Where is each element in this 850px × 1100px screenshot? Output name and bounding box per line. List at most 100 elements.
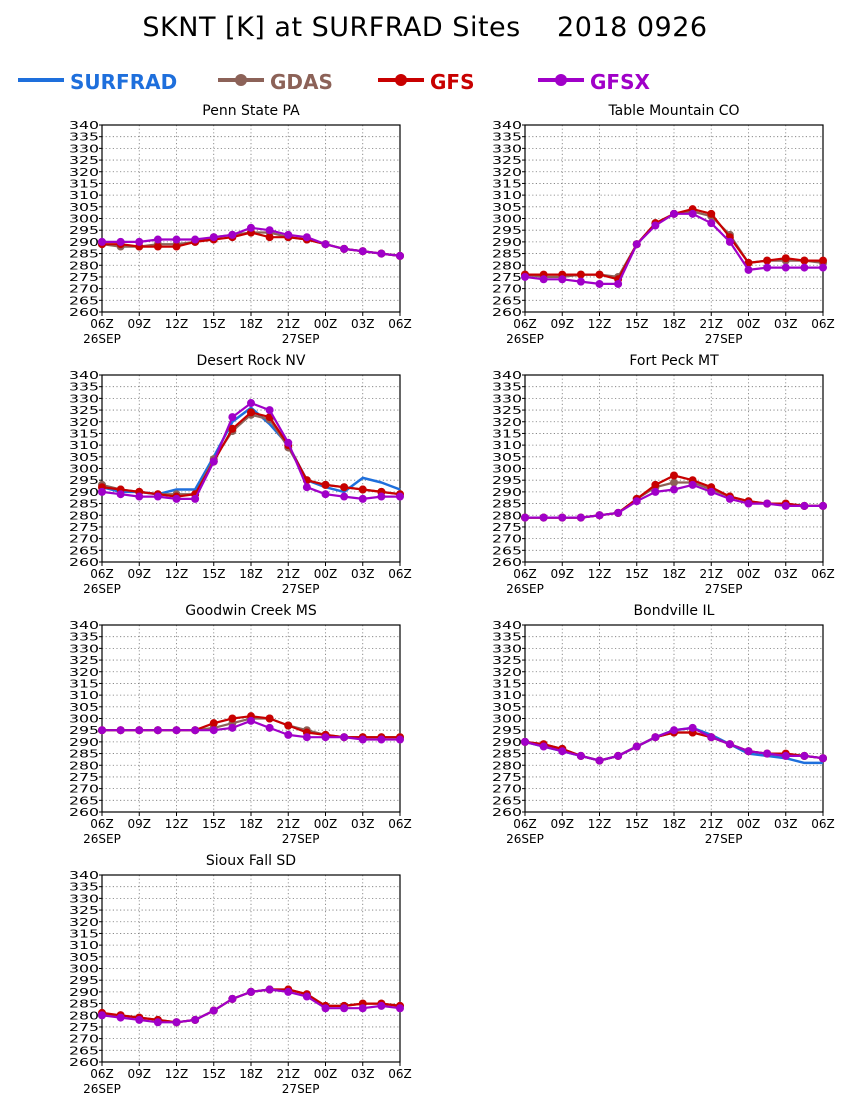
y-tick-label: 290 — [69, 736, 99, 749]
data-point-gfsx — [191, 235, 200, 244]
x-tick-label: 00Z — [314, 567, 338, 581]
data-point-gfsx — [521, 737, 529, 746]
panel-penn-state-pa: Penn State PA 260265270275280285290295300… — [69, 103, 412, 346]
data-point-gfsx — [800, 501, 809, 510]
data-point-gfsx — [265, 723, 274, 732]
y-tick-label: 310 — [492, 689, 522, 702]
data-point-gfsx — [340, 1004, 349, 1013]
date-label: 26SEP — [506, 332, 544, 346]
date-label: 27SEP — [282, 582, 320, 596]
y-tick-label: 325 — [69, 404, 99, 417]
y-tick-label: 330 — [492, 642, 522, 655]
data-point-gfs — [209, 719, 218, 728]
y-tick-label: 260 — [69, 306, 99, 319]
data-point-gfsx — [800, 751, 809, 760]
y-tick-label: 285 — [69, 248, 99, 261]
data-point-gfs — [707, 209, 716, 218]
data-point-gfsx — [340, 244, 349, 253]
y-tick-label: 275 — [492, 521, 522, 534]
y-tick-label: 315 — [69, 677, 99, 690]
data-point-gfsx — [377, 1001, 386, 1010]
x-tick-label: 03Z — [774, 317, 798, 331]
y-tick-label: 340 — [69, 869, 99, 882]
data-point-gfsx — [321, 490, 330, 499]
data-point-gfsx — [228, 413, 237, 422]
y-tick-label: 265 — [492, 544, 522, 557]
data-point-gfsx — [396, 492, 404, 501]
data-point-gfsx — [135, 492, 144, 501]
data-point-gfsx — [819, 263, 827, 272]
panel-title: Bondville IL — [634, 603, 715, 619]
legend-item-gdas: GDAS — [218, 70, 333, 94]
y-tick-label: 340 — [69, 619, 99, 632]
y-tick-label: 275 — [69, 1021, 99, 1034]
y-tick-label: 310 — [69, 439, 99, 452]
series-gfsx — [521, 209, 827, 288]
x-tick-label: 18Z — [239, 817, 263, 831]
data-point-gfsx — [707, 219, 716, 228]
x-tick-label: 00Z — [314, 317, 338, 331]
data-point-gfsx — [191, 1015, 200, 1024]
panel-table-mountain-co: Table Mountain CO 26026527027528028529029… — [492, 103, 835, 346]
y-tick-label: 335 — [69, 631, 99, 644]
chart-legend: SURFRAD GDAS GFS GFSX — [18, 70, 650, 94]
x-tick-label: 21Z — [277, 567, 301, 581]
y-tick-label: 330 — [492, 142, 522, 155]
y-tick-label: 325 — [69, 904, 99, 917]
legend-label: GFSX — [590, 70, 650, 94]
legend-item-gfs: GFS — [378, 70, 474, 94]
y-tick-label: 305 — [69, 701, 99, 714]
data-point-gfsx — [172, 726, 181, 735]
y-tick-label: 265 — [69, 544, 99, 557]
x-tick-label: 09Z — [551, 817, 575, 831]
panel-sioux-fall-sd: Sioux Fall SD 260265270275280285290295300… — [69, 853, 412, 1096]
data-point-gfsx — [116, 1013, 125, 1022]
y-tick-label: 310 — [69, 189, 99, 202]
date-label: 27SEP — [282, 832, 320, 846]
data-point-gfsx — [576, 751, 585, 760]
x-tick-label: 12Z — [165, 567, 189, 581]
data-point-gfsx — [651, 487, 660, 496]
data-point-gfsx — [377, 492, 386, 501]
y-tick-label: 295 — [69, 724, 99, 737]
y-tick-label: 285 — [492, 748, 522, 761]
data-point-gfs — [265, 233, 274, 242]
panel-title: Fort Peck MT — [629, 353, 719, 369]
data-point-gfsx — [284, 730, 293, 739]
x-tick-label: 15Z — [202, 817, 226, 831]
x-tick-label: 03Z — [351, 1067, 375, 1081]
data-point-gfsx — [670, 726, 678, 735]
x-tick-label: 06Z — [811, 317, 835, 331]
data-point-gfs — [576, 270, 585, 279]
x-tick-label: 00Z — [737, 817, 761, 831]
y-tick-label: 300 — [69, 463, 99, 476]
y-tick-label: 270 — [492, 533, 522, 546]
data-point-gfsx — [670, 209, 678, 218]
data-point-gfsx — [725, 740, 734, 749]
y-tick-label: 340 — [492, 369, 522, 382]
y-tick-label: 305 — [69, 201, 99, 214]
date-label: 27SEP — [282, 332, 320, 346]
data-point-gfsx — [228, 230, 237, 239]
panel-bondville-il: Bondville IL2602652702752802852902953003… — [492, 603, 835, 846]
y-tick-label: 295 — [69, 474, 99, 487]
series-gfs — [521, 471, 827, 522]
data-point-gfs — [800, 256, 809, 265]
data-point-gfsx — [576, 277, 585, 286]
data-point-gfsx — [172, 1018, 181, 1027]
data-point-gfsx — [358, 1004, 367, 1013]
data-point-gfsx — [358, 247, 367, 256]
y-tick-label: 320 — [69, 916, 99, 929]
data-point-gdas — [670, 478, 678, 487]
x-tick-label: 18Z — [662, 317, 686, 331]
y-tick-label: 305 — [492, 201, 522, 214]
legend-label: SURFRAD — [70, 70, 177, 94]
y-tick-label: 285 — [69, 748, 99, 761]
data-point-gfsx — [377, 735, 386, 744]
y-tick-label: 275 — [69, 771, 99, 784]
y-tick-label: 280 — [69, 509, 99, 522]
y-tick-label: 335 — [69, 131, 99, 144]
data-point-gfs — [228, 424, 237, 433]
y-tick-label: 310 — [492, 439, 522, 452]
y-tick-label: 330 — [492, 392, 522, 405]
